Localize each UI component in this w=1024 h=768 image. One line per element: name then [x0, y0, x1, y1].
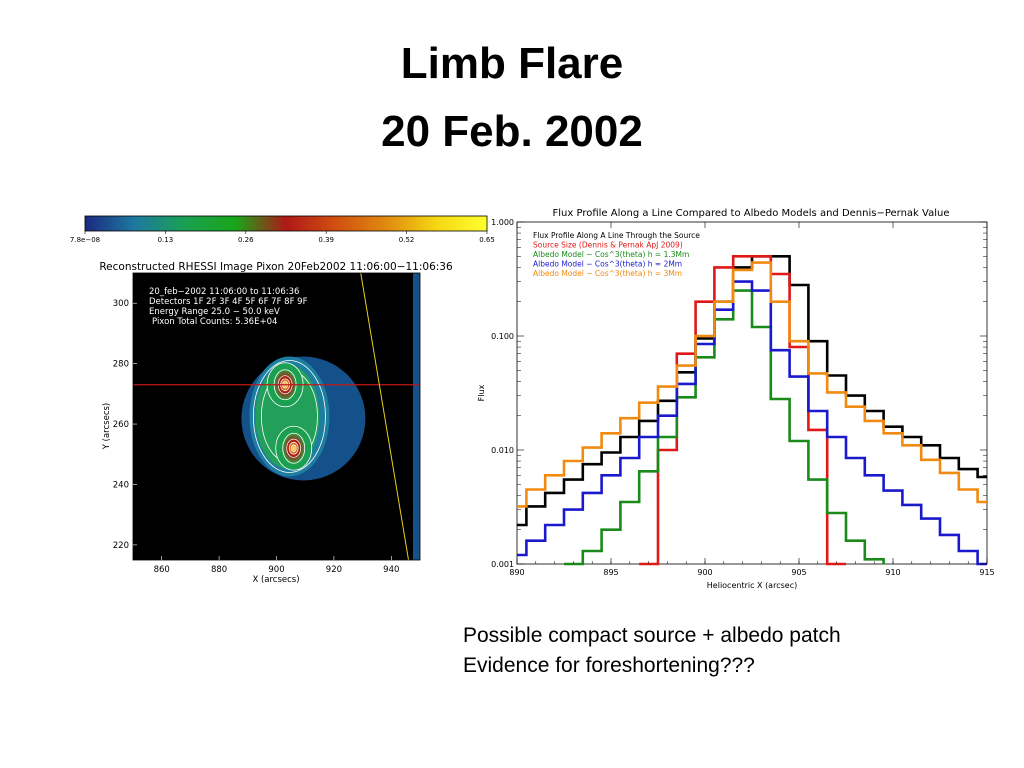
colorbar-ticks: 7.8e−08 0.13 0.26 0.39 0.52 0.65	[70, 231, 495, 244]
flux-series-line	[517, 261, 987, 508]
legend-entry: Albedo Model − Cos^3(theta) h = 3Mm	[533, 269, 682, 278]
source-inner-contour	[290, 444, 297, 452]
image-y-tick-label: 220	[113, 541, 129, 551]
legend-entry: Albedo Model − Cos^3(theta) h = 2Mm	[533, 260, 682, 269]
flux-y-ticks: 0.001 0.010 0.100 1.000	[491, 218, 987, 569]
flux-chart-title: Flux Profile Along a Line Compared to Al…	[553, 208, 950, 219]
image-y-tick-label: 280	[113, 360, 129, 370]
flux-x-tick-label: 900	[697, 568, 712, 577]
contour	[253, 360, 326, 473]
image-title: Reconstructed RHESSI Image Pixon 20Feb20…	[99, 261, 453, 273]
image-x-tick-label: 920	[326, 565, 342, 575]
image-x-tick-label: 940	[383, 565, 399, 575]
legend-entry: Flux Profile Along A Line Through the So…	[533, 231, 700, 240]
annotation-energy: Energy Range 25.0 − 50.0 keV	[149, 307, 280, 317]
flux-legend: Flux Profile Along A Line Through the So…	[533, 231, 700, 278]
image-annotations: 20_feb−2002 11:06:00 to 11:06:36 Detecto…	[149, 287, 308, 327]
source-emission	[241, 356, 366, 481]
flux-plot-area	[516, 221, 988, 565]
caption-line2: Evidence for foreshortening???	[463, 654, 755, 677]
colorbar-tick-label: 0.26	[238, 236, 254, 244]
image-y-ticks: 220 240 260 280 300	[113, 299, 137, 551]
caption-line1: Possible compact source + albedo patch	[463, 624, 841, 647]
flux-x-tick-label: 910	[885, 568, 900, 577]
flux-x-tick-label: 890	[509, 568, 524, 577]
flux-y-tick-label: 0.001	[491, 560, 514, 569]
flux-y-tick-label: 0.010	[491, 446, 514, 455]
flux-y-label: Flux	[477, 384, 486, 401]
colorbar-tick-label: 0.52	[399, 236, 415, 244]
source-inner-contour	[286, 438, 302, 458]
source-core	[282, 432, 306, 464]
limb-line	[360, 273, 410, 560]
slide-title-line2: 20 Feb. 2002	[381, 107, 643, 156]
image-x-ticks: 860 880 900 920 940	[154, 556, 399, 575]
flux-series-lines	[517, 255, 987, 566]
image-x-tick-label: 860	[154, 565, 170, 575]
colorbar-tick-label: 7.8e−08	[70, 236, 100, 244]
image-y-tick-label: 260	[113, 420, 129, 430]
flux-y-tick-label: 1.000	[491, 218, 514, 227]
colorbar-tick-label: 0.65	[479, 236, 495, 244]
image-y-tick-label: 240	[113, 480, 129, 490]
colorbar-tick-label: 0.13	[158, 236, 174, 244]
image-y-label: Y (arcsecs)	[102, 403, 112, 450]
source-inner-contour	[288, 442, 299, 455]
flux-x-ticks: 890 895 900 905 910 915	[509, 222, 995, 577]
flux-x-tick-label: 895	[603, 568, 618, 577]
flux-x-label: Heliocentric X (arcsec)	[707, 581, 797, 590]
legend-entry: Source Size (Dennis & Pernak ApJ 2009)	[533, 241, 683, 250]
colorbar-tick-label: 0.39	[318, 236, 334, 244]
annotation-detectors: Detectors 1F 2F 3F 4F 5F 6F 7F 8F 9F	[149, 297, 308, 307]
slide-title-line1: Limb Flare	[400, 39, 624, 88]
image-x-label: X (arcsecs)	[252, 575, 299, 585]
flux-profile-chart: Flux Profile Along a Line Compared to Al…	[477, 208, 995, 590]
image-x-tick-label: 900	[268, 565, 284, 575]
dark-blue-strip	[413, 273, 420, 560]
flux-series-line	[517, 280, 987, 566]
annotation-counts: Pixon Total Counts: 5.36E+04	[152, 317, 277, 327]
image-y-tick-label: 300	[113, 299, 129, 309]
flux-series-line	[564, 289, 885, 566]
flux-y-tick-label: 0.100	[491, 332, 514, 341]
annotation-time: 20_feb−2002 11:06:00 to 11:06:36	[149, 287, 299, 297]
image-x-tick-label: 880	[211, 565, 227, 575]
flux-x-tick-label: 915	[979, 568, 994, 577]
flux-x-tick-label: 905	[791, 568, 806, 577]
legend-entry: Albedo Model − Cos^3(theta) h = 1.3Mm	[533, 250, 689, 259]
colorbar	[84, 215, 488, 232]
rhessi-image-chart: 7.8e−08 0.13 0.26 0.39 0.52 0.65 Reconstructe…	[70, 215, 495, 585]
